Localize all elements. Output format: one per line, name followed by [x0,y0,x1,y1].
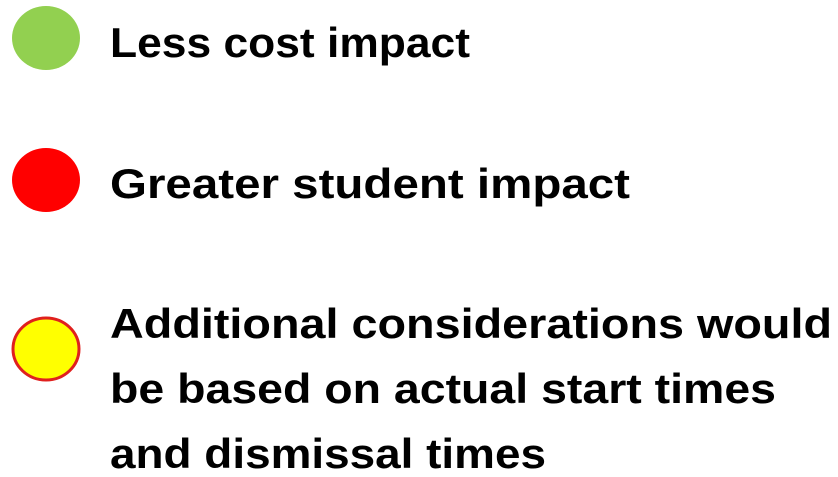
legend-text: Greater student impact [110,160,630,207]
legend-text: Additional considerations would [110,300,832,347]
legend-text: and dismissal times [110,430,546,477]
legend-text: Less cost impact [110,19,470,66]
green-dot [12,6,80,70]
legend-text: be based on actual start times [110,365,776,412]
yellow-dot [11,316,81,382]
red-dot [12,148,80,212]
